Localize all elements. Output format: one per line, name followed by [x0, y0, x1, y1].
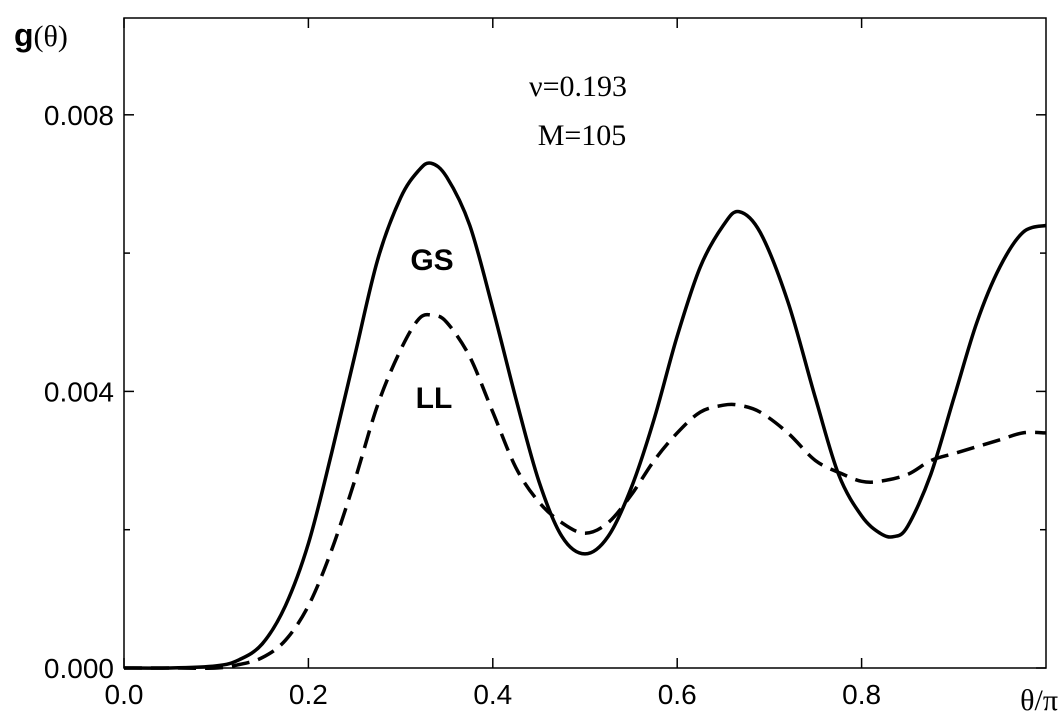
- axes: 0.0 0.2 0.4 0.6 0.8 0.000 0.004 0.008: [44, 17, 1047, 710]
- series-label-gs: GS: [410, 244, 453, 277]
- y-tick-label: 0.008: [44, 100, 114, 131]
- series-layer: [123, 161, 1047, 671]
- x-tick-label: 0.4: [473, 679, 512, 710]
- x-tick-label: 0.2: [289, 679, 328, 710]
- labels: g(θ) θ/π ν=0.193 M=105 GS LL: [14, 17, 1058, 717]
- y-axis-label: g(θ): [14, 17, 68, 53]
- annotation-nu: ν=0.193: [529, 70, 627, 103]
- series-label-ll: LL: [416, 382, 453, 415]
- y-tick-label: 0.004: [44, 376, 114, 407]
- series-gs-line: [123, 161, 1047, 670]
- x-tick-label: 0.0: [105, 679, 144, 710]
- series-ll-line: [124, 312, 1047, 671]
- plot-frame: [123, 17, 1047, 669]
- x-tick-label: 0.6: [658, 679, 697, 710]
- annotation-m: M=105: [538, 119, 627, 152]
- y-tick-label: 0.000: [44, 653, 114, 684]
- x-axis-label: θ/π: [1020, 684, 1058, 717]
- x-tick-label: 0.8: [842, 679, 881, 710]
